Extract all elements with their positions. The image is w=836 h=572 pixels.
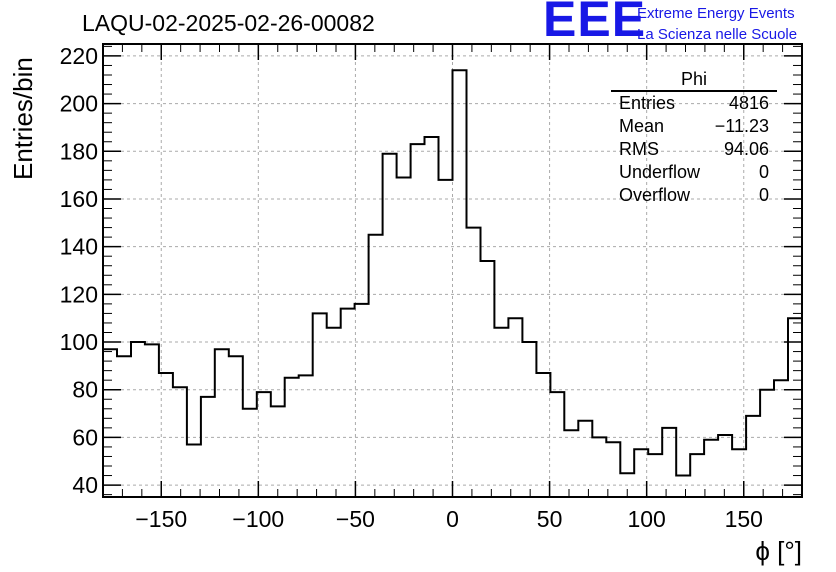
stats-label: Entries bbox=[619, 93, 676, 113]
x-tick-label: −150 bbox=[135, 506, 187, 532]
chart-title: LAQU-02-2025-02-26-00082 bbox=[82, 10, 375, 36]
tick-labels: −150 −100 −50 0 50 100 150 40 60 80 100 120 140 160 18… bbox=[60, 43, 763, 532]
stats-label: Overflow bbox=[619, 185, 691, 205]
plot-frame bbox=[102, 43, 803, 498]
y-tick-label: 60 bbox=[72, 424, 98, 450]
stats-value: −11.23 bbox=[714, 116, 769, 136]
logo-line-1: Extreme Energy Events bbox=[637, 5, 795, 22]
stats-row-entries: Entries 4816 bbox=[611, 92, 777, 115]
logo-line-2: La Scienza nelle Scuole bbox=[637, 26, 798, 43]
stats-label: Mean bbox=[619, 116, 665, 136]
x-tick-label: 100 bbox=[627, 506, 665, 532]
stats-box: Phi Entries 4816 Mean −11.23 RMS 94.06 U… bbox=[611, 68, 777, 207]
y-tick-label: 40 bbox=[72, 472, 98, 498]
stats-label: RMS bbox=[619, 139, 659, 159]
y-tick-label: 220 bbox=[60, 43, 98, 69]
y-tick-label: 140 bbox=[60, 234, 98, 260]
y-axis-label: Entries/bin bbox=[8, 57, 38, 180]
stats-row-underflow: Underflow 0 bbox=[611, 161, 777, 184]
stats-title: Phi bbox=[611, 68, 777, 92]
x-tick-label: −50 bbox=[336, 506, 375, 532]
y-tick-label: 120 bbox=[60, 281, 98, 307]
y-tick-label: 160 bbox=[60, 186, 98, 212]
x-axis-label: ϕ [°] bbox=[755, 536, 802, 566]
stats-value: 4816 bbox=[728, 93, 769, 113]
stats-value: 94.06 bbox=[723, 139, 769, 159]
x-tick-label: 0 bbox=[446, 506, 459, 532]
stats-row-overflow: Overflow 0 bbox=[611, 184, 777, 207]
stats-label: Underflow bbox=[619, 162, 701, 182]
stats-row-rms: RMS 94.06 bbox=[611, 138, 777, 161]
y-tick-label: 200 bbox=[60, 91, 98, 117]
stats-row-mean: Mean −11.23 bbox=[611, 115, 777, 138]
stats-value: 0 bbox=[758, 162, 769, 182]
histogram-step-line bbox=[103, 69, 802, 477]
eee-logo: EEE bbox=[543, 0, 647, 47]
x-tick-label: −100 bbox=[232, 506, 284, 532]
y-tick-label: 180 bbox=[60, 138, 98, 164]
y-tick-label: 100 bbox=[60, 329, 98, 355]
axis-ticks bbox=[103, 44, 802, 497]
y-tick-label: 80 bbox=[72, 377, 98, 403]
x-tick-label: 150 bbox=[725, 506, 763, 532]
x-tick-label: 50 bbox=[537, 506, 563, 532]
stats-value: 0 bbox=[758, 185, 769, 205]
